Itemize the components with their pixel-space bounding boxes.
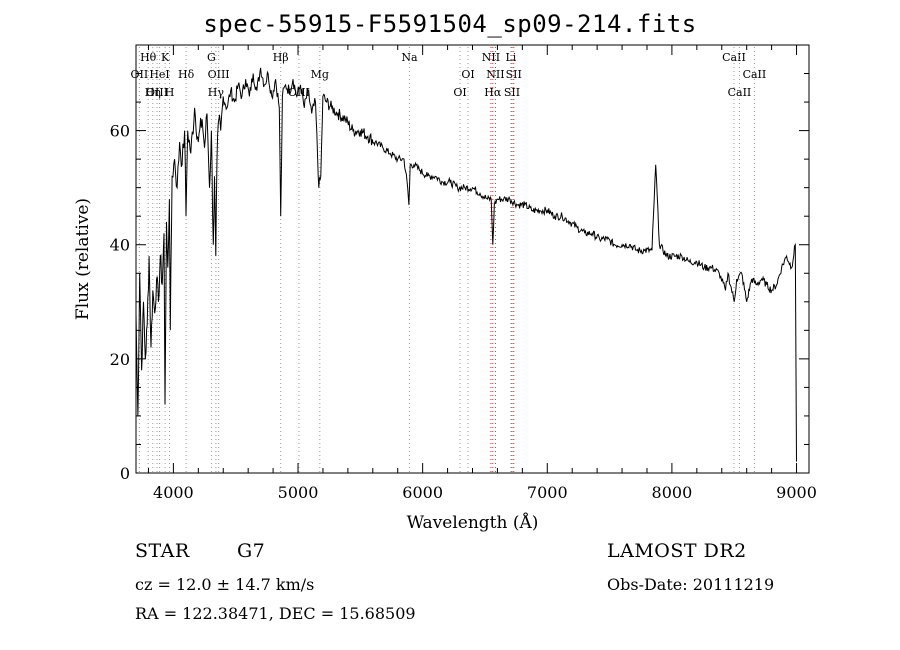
flux-series [135, 67, 797, 462]
obs-date-text: Obs-Date: 20111219 [607, 575, 775, 594]
line-marker-label: Hα [484, 86, 502, 99]
line-marker-label: CaII [722, 51, 746, 64]
line-marker-label: NII [486, 68, 504, 81]
x-tick-label: 8000 [652, 483, 693, 502]
object-subclass: G7 [237, 540, 266, 562]
line-marker-label: NII [482, 51, 500, 64]
line-marker-label: K [161, 51, 170, 64]
line-marker-label: Hγ [208, 86, 225, 99]
line-marker-label: OIII [288, 86, 310, 99]
chart-title: spec-55915-F5591504_sp09-214.fits [203, 10, 697, 38]
line-marker-label: Mg [311, 68, 329, 81]
survey-label: LAMOST DR2 [607, 540, 747, 562]
y-tick-label: 60 [110, 122, 130, 141]
y-tick-label: 40 [110, 236, 130, 255]
line-marker-label: Hδ [178, 68, 195, 81]
y-axis-label: Flux (relative) [73, 198, 93, 320]
line-marker-label: H [165, 86, 175, 99]
line-marker-label: Li [505, 51, 516, 64]
line-marker-label: G [207, 51, 216, 64]
line-marker-label: OIII [146, 86, 168, 99]
line-marker-label: CaII [743, 68, 767, 81]
line-marker-label: OI [453, 86, 466, 99]
x-tick-label: 6000 [402, 483, 443, 502]
line-marker-label: SII [506, 68, 522, 81]
y-tick-label: 20 [110, 350, 130, 369]
object-class: STAR [135, 540, 190, 562]
line-marker-label: SII [504, 86, 520, 99]
plot-frame [135, 44, 810, 474]
x-tick-label: 5000 [278, 483, 319, 502]
coordinates-text: RA = 122.38471, DEC = 15.68509 [135, 604, 416, 623]
x-axis-label: Wavelength (Å) [407, 512, 539, 533]
y-axis: 0 20 40 60 [110, 73, 809, 483]
line-marker-label: Hθ [140, 51, 157, 64]
line-marker-label: Na [401, 51, 418, 64]
y-tick-label: 0 [120, 464, 130, 483]
line-marker-label: CaII [728, 86, 752, 99]
line-marker-label: OI [461, 68, 474, 81]
line-marker-label: OII [131, 68, 149, 81]
flux-line [135, 67, 797, 462]
x-tick-label: 7000 [527, 483, 568, 502]
line-marker-label: Hβ [273, 51, 289, 64]
x-axis: 4000 5000 6000 7000 8000 9000 [147, 45, 817, 502]
line-marker-label: OIII [208, 68, 230, 81]
line-marker-label: HeI [149, 68, 169, 81]
line-marker-label: Hη [145, 86, 161, 99]
x-tick-label: 4000 [153, 483, 194, 502]
x-tick-label: 9000 [776, 483, 817, 502]
redshift-text: cz = 12.0 ± 14.7 km/s [135, 575, 315, 594]
